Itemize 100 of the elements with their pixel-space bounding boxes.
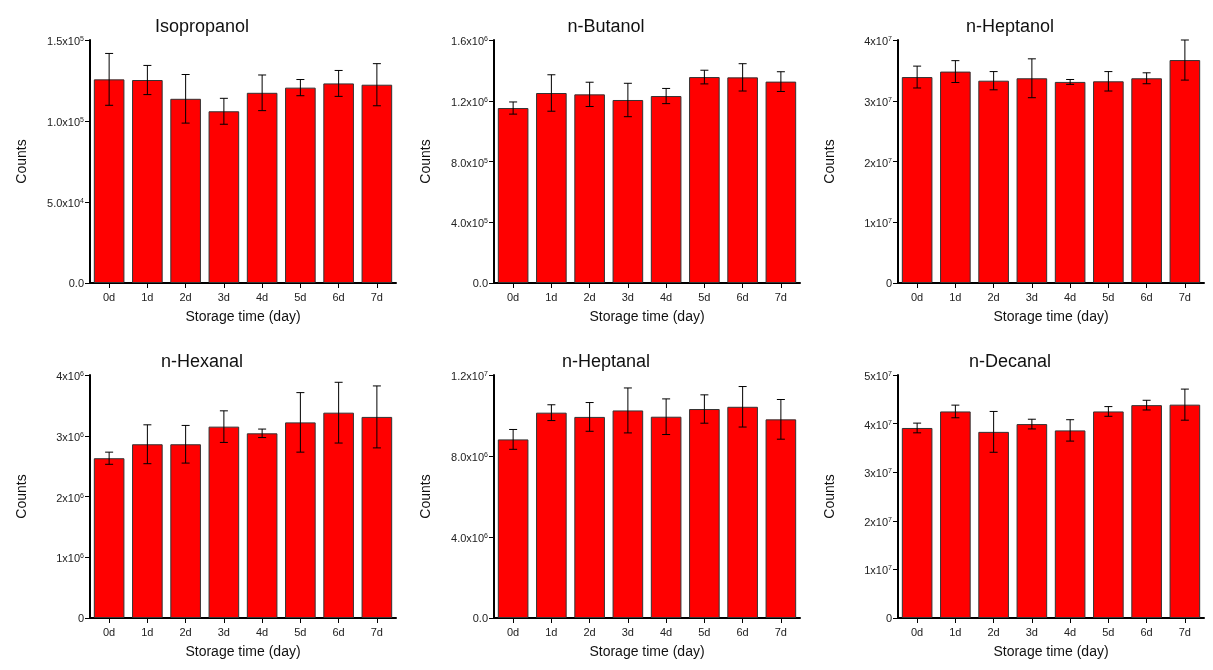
- x-tick-label: 3d: [217, 290, 230, 303]
- x-tick-label: 5d: [294, 290, 307, 303]
- x-tick-label: 1d: [545, 625, 558, 638]
- y-tick-label: 0.0: [472, 612, 488, 624]
- bar: [93, 458, 125, 618]
- bar: [978, 80, 1009, 283]
- bar: [536, 93, 567, 283]
- chart-title: n-Hexanal: [160, 351, 244, 371]
- bar: [1169, 404, 1201, 618]
- x-axis-title: Storage time (day): [589, 308, 705, 324]
- y-tick-label: 8.0x10$^{6}$: [451, 449, 488, 464]
- bar: [1016, 424, 1048, 618]
- bar: [901, 427, 933, 618]
- bar: [361, 84, 393, 283]
- x-tick-label: 7d: [370, 290, 383, 303]
- bar: [93, 79, 125, 283]
- y-tick-label: 5x10$^{7}$: [864, 368, 892, 383]
- bar: [612, 410, 644, 618]
- y-tick-label: 3x10$^{7}$: [864, 94, 892, 109]
- bar: [765, 81, 797, 283]
- y-tick-label: 1.0x10$^{5}$: [47, 114, 84, 129]
- bar: [689, 77, 720, 283]
- x-axis-title: Storage time (day): [589, 643, 705, 659]
- bar: [978, 431, 1009, 618]
- bar: [765, 419, 797, 618]
- bar: [574, 416, 605, 618]
- bar: [1131, 405, 1162, 618]
- x-tick-label: 2d: [987, 625, 1000, 638]
- x-tick-label: 5d: [698, 625, 711, 638]
- bar: [940, 71, 971, 283]
- x-tick-label: 0d: [103, 625, 116, 638]
- y-tick-label: 4x10$^{6}$: [56, 368, 84, 383]
- bar: [650, 96, 682, 283]
- x-tick-label: 7d: [1178, 625, 1191, 638]
- x-tick-label: 5d: [698, 290, 711, 303]
- y-tick-label: 0.0: [68, 277, 84, 289]
- x-tick-label: 3d: [217, 625, 230, 638]
- bar: [361, 416, 393, 618]
- x-tick-label: 2d: [179, 290, 192, 303]
- x-tick-label: 7d: [1178, 290, 1191, 303]
- bar: [497, 439, 529, 618]
- bar: [1169, 60, 1201, 283]
- bar: [901, 77, 933, 283]
- y-tick-label: 1.5x10$^{5}$: [47, 33, 84, 48]
- x-tick-label: 3d: [621, 625, 634, 638]
- y-tick-label: 0.0: [472, 277, 488, 289]
- x-tick-label: 0d: [507, 290, 520, 303]
- y-axis-title: Counts: [821, 474, 837, 519]
- bar: [1093, 411, 1124, 618]
- x-axis-title: Storage time (day): [993, 643, 1109, 659]
- x-axis-title: Storage time (day): [185, 643, 301, 659]
- x-tick-label: 5d: [1102, 625, 1115, 638]
- bar: [170, 444, 201, 618]
- x-tick-label: 1d: [141, 290, 154, 303]
- y-tick-label: 1.6x10$^{6}$: [451, 33, 488, 48]
- bar: [536, 412, 567, 618]
- y-tick-label: 4.0x10$^{6}$: [451, 530, 488, 545]
- x-tick-label: 2d: [583, 290, 596, 303]
- y-tick-label: 2x10$^{7}$: [864, 155, 892, 169]
- x-tick-label: 2d: [987, 290, 1000, 303]
- x-tick-label: 4d: [1064, 625, 1077, 638]
- x-tick-label: 6d: [736, 290, 749, 303]
- y-axis-title: Counts: [13, 139, 29, 184]
- y-tick-label: 5.0x10$^{4}$: [47, 195, 84, 210]
- bar: [285, 422, 316, 618]
- y-tick-label: 3x10$^{7}$: [864, 465, 892, 480]
- y-tick-label: 4x10$^{7}$: [864, 417, 892, 431]
- y-tick-label: 1x10$^{6}$: [56, 550, 84, 565]
- x-tick-label: 7d: [774, 290, 787, 303]
- bar: [132, 80, 163, 283]
- y-axis-title: Counts: [821, 139, 837, 184]
- bar: [1093, 81, 1124, 283]
- x-tick-label: 7d: [774, 625, 787, 638]
- x-tick-label: 3d: [621, 290, 634, 303]
- x-tick-label: 4d: [256, 625, 269, 638]
- bar: [727, 406, 758, 618]
- y-tick-label: 1.2x10$^{7}$: [451, 368, 488, 383]
- y-tick-label: 8.0x10$^{5}$: [451, 155, 488, 169]
- y-axis-title: Counts: [417, 474, 433, 519]
- y-tick-label: 2x10$^{6}$: [56, 490, 84, 504]
- chart-title: n-Heptanal: [561, 351, 651, 371]
- x-tick-label: 3d: [1025, 625, 1038, 638]
- bar: [208, 111, 240, 283]
- x-tick-label: 6d: [1140, 625, 1153, 638]
- x-tick-label: 1d: [949, 625, 962, 638]
- bar: [285, 87, 316, 283]
- x-tick-label: 6d: [332, 290, 345, 303]
- chart-title: Isopropanol: [154, 16, 250, 36]
- x-tick-label: 2d: [179, 625, 192, 638]
- x-tick-label: 1d: [949, 290, 962, 303]
- bar: [208, 426, 240, 618]
- y-tick-label: 1x10$^{7}$: [864, 563, 892, 577]
- y-tick-label: 1x10$^{7}$: [864, 215, 892, 230]
- bar: [689, 409, 720, 618]
- bar: [1054, 430, 1086, 618]
- x-tick-label: 4d: [256, 290, 269, 303]
- bar: [132, 444, 163, 618]
- x-tick-label: 0d: [507, 625, 520, 638]
- y-tick-label: 0: [77, 612, 84, 624]
- x-tick-label: 4d: [660, 290, 673, 303]
